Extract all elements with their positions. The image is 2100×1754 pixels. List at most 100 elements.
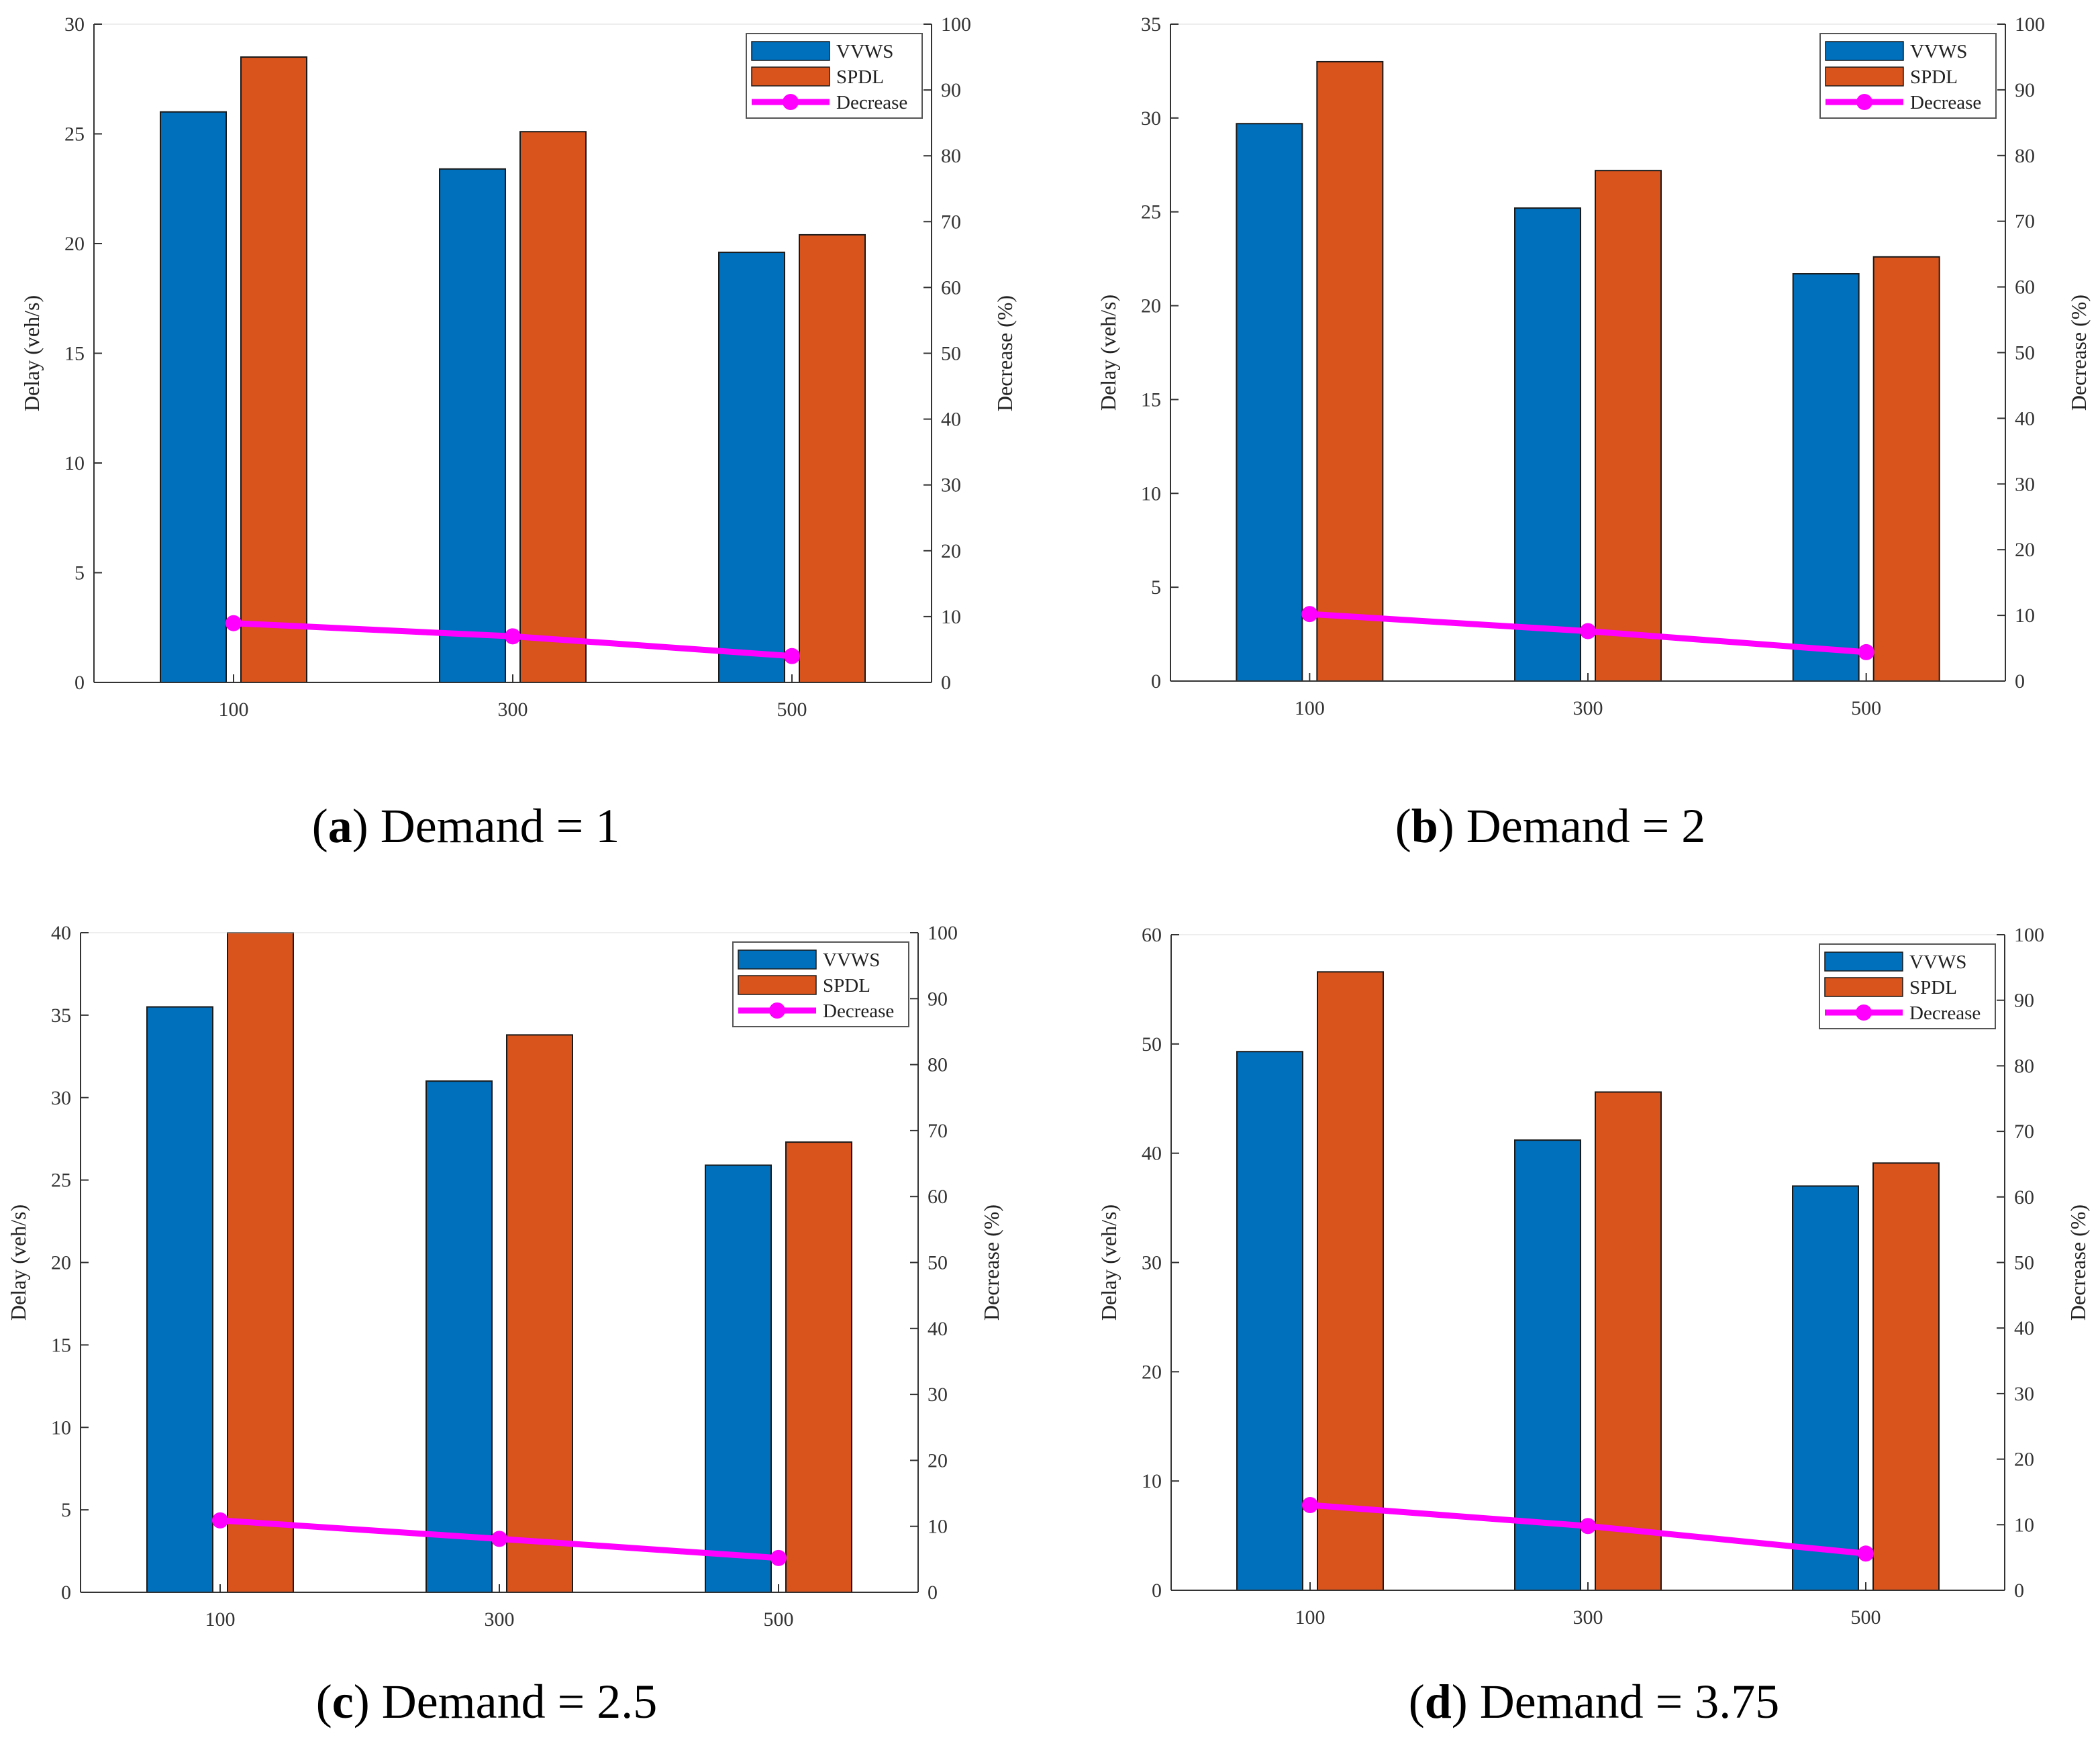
left-tick-label: 25 bbox=[1141, 201, 1161, 223]
right-tick-label: 60 bbox=[941, 276, 961, 299]
left-tick-label: 35 bbox=[1141, 13, 1161, 36]
bar-spdl-300[interactable] bbox=[519, 131, 587, 684]
decrease-point-500[interactable] bbox=[1858, 643, 1874, 660]
left-tick-label: 15 bbox=[1141, 389, 1161, 411]
right-tick-label: 10 bbox=[2014, 1514, 2034, 1536]
legend-label-spdl: SPDL bbox=[1909, 977, 1957, 998]
left-tick-label: 30 bbox=[64, 13, 85, 36]
decrease-point-300[interactable] bbox=[491, 1531, 507, 1547]
left-tick-label: 60 bbox=[1142, 924, 1162, 946]
legend-swatch-marker bbox=[769, 1002, 785, 1019]
bar-spdl-100[interactable] bbox=[1317, 971, 1384, 1591]
bar-vvws-300[interactable] bbox=[426, 1080, 493, 1594]
legend: VVWS SPDL Decrease bbox=[732, 941, 909, 1027]
legend: VVWS SPDL Decrease bbox=[746, 33, 923, 119]
bar-spdl-500[interactable] bbox=[1872, 256, 1940, 682]
right-tick-label: 100 bbox=[2015, 13, 2045, 36]
decrease-point-500[interactable] bbox=[770, 1549, 787, 1566]
panel-caption: (c) Demand = 2.5 bbox=[316, 1675, 657, 1729]
legend-swatch-vvws bbox=[1825, 41, 1904, 61]
x-tick-label: 500 bbox=[1851, 697, 1881, 719]
decrease-point-100[interactable] bbox=[212, 1512, 228, 1529]
right-tick-label: 10 bbox=[928, 1516, 948, 1538]
left-tick-label: 15 bbox=[51, 1334, 71, 1356]
bar-spdl-500[interactable] bbox=[1872, 1162, 1940, 1591]
right-tick-label: 90 bbox=[2015, 79, 2035, 101]
right-tick-label: 30 bbox=[2015, 473, 2035, 495]
caption-panel-letter: c bbox=[332, 1675, 354, 1729]
right-tick-label: 50 bbox=[2014, 1252, 2034, 1274]
decrease-point-300[interactable] bbox=[1580, 1518, 1596, 1535]
legend-swatch-vvws bbox=[751, 41, 830, 61]
bar-vvws-300[interactable] bbox=[1514, 1139, 1581, 1592]
right-tick-label: 60 bbox=[928, 1186, 948, 1208]
right-tick-label: 70 bbox=[928, 1120, 948, 1142]
bar-vvws-500[interactable] bbox=[1792, 273, 1860, 682]
caption-paren: ( bbox=[312, 799, 328, 853]
decrease-point-100[interactable] bbox=[1301, 606, 1318, 623]
right-tick-label: 60 bbox=[2014, 1186, 2034, 1208]
decrease-point-300[interactable] bbox=[1580, 623, 1596, 639]
left-tick-label: 50 bbox=[1142, 1033, 1162, 1055]
bar-vvws-500[interactable] bbox=[718, 252, 785, 683]
legend-label-decrease: Decrease bbox=[1910, 92, 1981, 113]
legend-label-vvws: VVWS bbox=[1909, 951, 1966, 973]
panel-caption: (a) Demand = 1 bbox=[312, 799, 620, 853]
right-tick-label: 30 bbox=[941, 474, 961, 497]
decrease-point-500[interactable] bbox=[1858, 1545, 1874, 1562]
bar-spdl-500[interactable] bbox=[785, 1141, 852, 1594]
left-tick-label: 35 bbox=[51, 1004, 71, 1027]
bar-spdl-500[interactable] bbox=[799, 234, 866, 684]
left-tick-label: 10 bbox=[1141, 482, 1161, 505]
legend-swatch-spdl bbox=[1825, 66, 1904, 87]
bar-vvws-100[interactable] bbox=[1236, 1051, 1303, 1591]
bar-vvws-500[interactable] bbox=[1792, 1185, 1859, 1592]
right-tick-label: 70 bbox=[941, 211, 961, 233]
x-tick-label: 300 bbox=[498, 699, 528, 721]
bar-vvws-100[interactable] bbox=[146, 1006, 213, 1593]
bar-vvws-500[interactable] bbox=[705, 1164, 772, 1593]
bar-spdl-300[interactable] bbox=[1595, 170, 1662, 682]
caption-paren: ) bbox=[1438, 799, 1466, 853]
caption-paren: ) bbox=[1452, 1675, 1480, 1729]
decrease-point-500[interactable] bbox=[784, 648, 800, 664]
left-tick-label: 0 bbox=[61, 1582, 71, 1604]
left-tick-label: 20 bbox=[1142, 1361, 1162, 1383]
right-tick-label: 80 bbox=[2014, 1055, 2034, 1077]
right-tick-label: 90 bbox=[941, 79, 961, 101]
bar-vvws-300[interactable] bbox=[439, 168, 506, 683]
y-axis-title: Delay (veh/s) bbox=[1097, 1204, 1121, 1321]
decrease-point-300[interactable] bbox=[505, 628, 521, 645]
caption-panel-letter: a bbox=[328, 799, 352, 853]
left-tick-label: 20 bbox=[64, 233, 85, 255]
bar-vvws-100[interactable] bbox=[1236, 123, 1303, 682]
left-tick-label: 10 bbox=[64, 452, 85, 474]
decrease-point-100[interactable] bbox=[226, 615, 242, 631]
left-tick-label: 30 bbox=[1142, 1252, 1162, 1274]
bar-spdl-100[interactable] bbox=[240, 56, 307, 684]
right-tick-label: 50 bbox=[2015, 342, 2035, 364]
bar-spdl-100[interactable] bbox=[227, 932, 294, 1593]
legend: VVWS SPDL Decrease bbox=[1819, 943, 1996, 1029]
bar-vvws-300[interactable] bbox=[1514, 207, 1581, 682]
bar-spdl-300[interactable] bbox=[506, 1034, 573, 1593]
left-tick-label: 20 bbox=[51, 1252, 71, 1274]
left-tick-label: 40 bbox=[1142, 1143, 1162, 1165]
right-tick-label: 50 bbox=[941, 343, 961, 365]
left-tick-label: 0 bbox=[1151, 670, 1161, 692]
decrease-point-100[interactable] bbox=[1302, 1496, 1318, 1513]
right-tick-label: 100 bbox=[941, 13, 971, 36]
legend-label-spdl: SPDL bbox=[1910, 66, 1958, 88]
bar-spdl-300[interactable] bbox=[1595, 1091, 1662, 1591]
right-tick-label: 30 bbox=[928, 1384, 948, 1406]
bar-vvws-100[interactable] bbox=[160, 111, 227, 684]
bar-spdl-100[interactable] bbox=[1316, 60, 1384, 682]
right-tick-label: 30 bbox=[2014, 1383, 2034, 1405]
caption-panel-letter: d bbox=[1425, 1675, 1452, 1729]
left-tick-label: 5 bbox=[61, 1499, 71, 1521]
right-tick-label: 10 bbox=[2015, 605, 2035, 627]
left-tick-label: 30 bbox=[1141, 107, 1161, 130]
y-axis-title: Delay (veh/s) bbox=[1096, 295, 1120, 411]
